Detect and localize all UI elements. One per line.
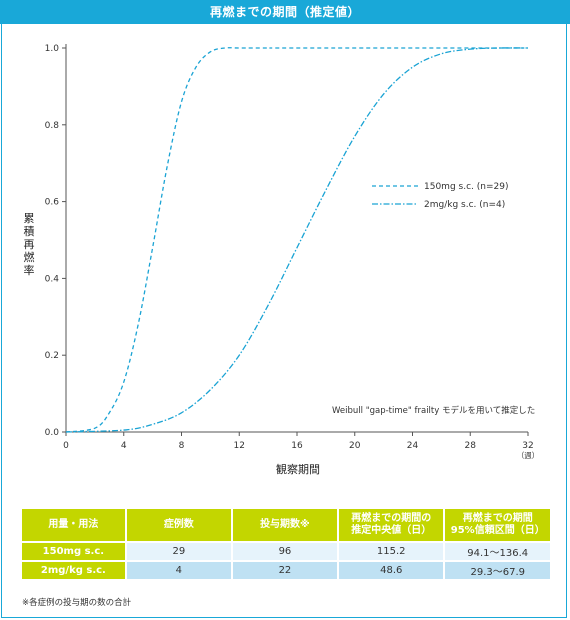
x-tick-label: 0 — [63, 441, 69, 451]
header-ci: 再燃までの期間 95%信頼区間（日） — [445, 509, 550, 541]
chart-annotation: Weibull "gap-time" frailty モデルを用いて推定した — [332, 405, 535, 416]
cell-median: 115.2 — [338, 543, 444, 560]
y-tick-label: 1.0 — [45, 44, 60, 54]
header-text: 投与期数※ — [260, 519, 310, 530]
cell-ci: 94.1～136.4 — [445, 543, 550, 560]
header-periods: 投与期数※ — [232, 509, 337, 541]
chart-title: 再燃までの期間（推定値） — [209, 5, 360, 19]
y-tick-label: 0.0 — [45, 428, 60, 438]
chart-title-bar: 再燃までの期間（推定値） — [0, 0, 570, 24]
header-text: 再燃までの期間 95%信頼区間（日） — [450, 513, 545, 536]
x-axis-label: 観察期間 — [276, 463, 320, 476]
x-tick-label: 8 — [179, 441, 185, 451]
y-tick-label: 0.8 — [45, 121, 60, 131]
header-text: 症例数 — [163, 519, 194, 530]
table-row: 150mg s.c. 29 96 115.2 94.1～136.4 — [22, 543, 550, 560]
cell-periods: 96 — [232, 543, 337, 560]
header-dose: 用量・用法 — [22, 509, 125, 541]
y-tick-label: 0.2 — [45, 351, 59, 361]
figure-frame — [1, 24, 567, 618]
legend-label: 2mg/kg s.c. (n=4) — [424, 200, 505, 210]
row-dose: 150mg s.c. — [22, 543, 125, 560]
x-axis-unit: （週） — [517, 451, 540, 460]
x-tick-label: 16 — [291, 441, 303, 451]
x-tick-label: 28 — [465, 441, 477, 451]
legend-label: 150mg s.c. (n=29) — [424, 182, 508, 192]
x-tick-label: 20 — [349, 441, 361, 451]
results-table: 用量・用法 症例数 投与期数※ 再燃までの期間の 推定中央値（日） 再燃までの期間… — [20, 507, 552, 581]
cell-median: 48.6 — [338, 562, 444, 579]
cell-ci: 29.3～67.9 — [445, 562, 550, 579]
header-cases: 症例数 — [126, 509, 231, 541]
relapse-chart: 0.0 0.2 0.4 0.6 0.8 1.0 0 4 8 12 16 20 24 28 32（週） 150m… — [45, 44, 540, 460]
table-footnote: ※各症例の投与期の数の合計 — [22, 598, 132, 608]
y-tick-label: 0.6 — [45, 198, 60, 208]
y-axis-label: 累積再燃率 — [23, 212, 35, 277]
cell-cases: 4 — [126, 562, 231, 579]
x-tick-label: 12 — [234, 441, 245, 451]
table-row: 2mg/kg s.c. 4 22 48.6 29.3～67.9 — [22, 562, 550, 579]
x-tick-label: 32 — [522, 441, 533, 451]
header-median: 再燃までの期間の 推定中央値（日） — [338, 509, 444, 541]
header-text: 再燃までの期間の 推定中央値（日） — [351, 513, 432, 536]
header-text: 用量・用法 — [48, 519, 99, 530]
x-tick-label: 4 — [121, 441, 127, 451]
x-tick-label: 24 — [407, 441, 419, 451]
cell-periods: 22 — [232, 562, 337, 579]
row-dose: 2mg/kg s.c. — [22, 562, 125, 579]
table-header-row: 用量・用法 症例数 投与期数※ 再燃までの期間の 推定中央値（日） 再燃までの期間… — [22, 509, 550, 541]
series-line-2 — [65, 47, 529, 433]
y-tick-label: 0.4 — [45, 274, 60, 284]
cell-cases: 29 — [126, 543, 231, 560]
series-line-1 — [65, 47, 528, 433]
